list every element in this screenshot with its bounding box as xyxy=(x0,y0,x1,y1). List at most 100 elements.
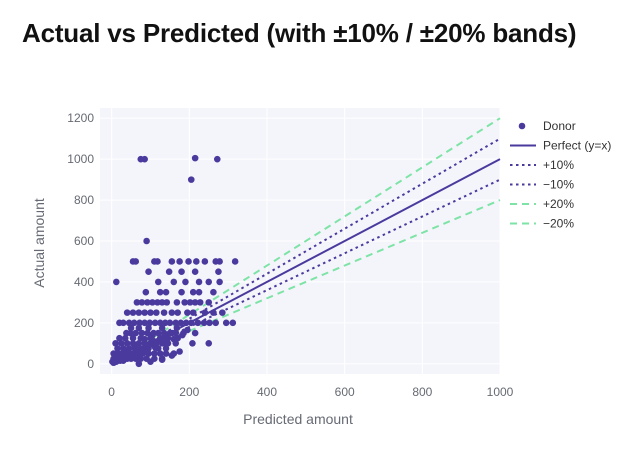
data-point xyxy=(168,352,176,359)
data-point xyxy=(118,352,125,359)
x-tick-label: 800 xyxy=(412,385,432,399)
x-tick-label: 200 xyxy=(179,385,199,399)
data-point xyxy=(173,299,181,306)
data-point xyxy=(121,334,129,342)
data-point xyxy=(147,358,154,366)
y-tick-label: 400 xyxy=(74,275,94,289)
data-point xyxy=(149,331,156,339)
x-axis-label: Predicted amount xyxy=(243,411,353,427)
data-point xyxy=(168,258,176,265)
data-point xyxy=(158,299,166,306)
data-point xyxy=(163,299,171,306)
data-point xyxy=(129,309,137,316)
data-point xyxy=(201,258,209,265)
data-point xyxy=(130,319,138,327)
data-point xyxy=(189,309,197,316)
data-point xyxy=(151,344,159,351)
data-point xyxy=(142,288,150,296)
data-point xyxy=(151,350,158,357)
data-point xyxy=(132,329,140,337)
legend-label: +20% xyxy=(543,197,574,211)
data-point xyxy=(195,288,203,296)
data-point xyxy=(138,299,146,306)
data-point xyxy=(123,340,131,347)
data-point xyxy=(160,309,168,316)
data-point xyxy=(118,340,125,347)
data-point xyxy=(136,319,143,327)
data-point xyxy=(135,309,143,316)
chart-title: Actual vs Predicted (with ±10% / ±20% ba… xyxy=(22,18,577,48)
data-point xyxy=(116,334,123,342)
data-point xyxy=(126,354,134,361)
data-point xyxy=(162,350,170,357)
data-point xyxy=(177,319,185,327)
data-point xyxy=(191,299,199,306)
data-point xyxy=(145,324,152,332)
data-point xyxy=(161,319,169,327)
data-point xyxy=(205,299,213,306)
data-point xyxy=(213,155,221,163)
legend: Donor Perfect (y=x) +10% −10% +20% −20% xyxy=(503,110,612,238)
data-point xyxy=(170,335,178,343)
data-point xyxy=(141,335,148,343)
data-point xyxy=(144,329,151,337)
data-point xyxy=(191,154,199,162)
data-point xyxy=(149,299,156,306)
y-tick-label: 200 xyxy=(74,316,94,330)
x-tick-label: 600 xyxy=(335,385,355,399)
data-point xyxy=(131,344,139,351)
data-point xyxy=(120,357,127,365)
data-point xyxy=(201,309,209,316)
data-point xyxy=(158,356,166,363)
data-point xyxy=(205,278,213,286)
data-point xyxy=(185,258,192,265)
data-point xyxy=(127,324,135,332)
data-point xyxy=(135,340,143,347)
gridlines xyxy=(100,108,501,374)
data-point xyxy=(154,299,161,306)
y-tick-label: 600 xyxy=(74,234,94,248)
data-point xyxy=(219,309,226,316)
data-point xyxy=(196,299,204,306)
data-point xyxy=(141,319,148,327)
data-point xyxy=(158,324,166,332)
data-point xyxy=(156,319,164,327)
data-point xyxy=(153,309,160,316)
data-point xyxy=(187,176,195,183)
data-point xyxy=(146,319,154,327)
legend-marker xyxy=(518,122,526,130)
data-point xyxy=(134,351,142,358)
data-point xyxy=(151,319,159,327)
data-point xyxy=(216,258,223,265)
data-point xyxy=(178,268,185,275)
data-point xyxy=(161,340,169,347)
data-point xyxy=(210,309,217,316)
x-tick-label: 1000 xyxy=(487,385,514,399)
data-point xyxy=(191,329,199,337)
data-point xyxy=(184,326,191,334)
data-point xyxy=(135,324,143,332)
data-point xyxy=(195,278,203,286)
data-point xyxy=(193,258,200,265)
data-point xyxy=(145,268,152,275)
y-tick-labels: 0 200 400 600 800 1000 1200 xyxy=(67,111,94,371)
data-point xyxy=(176,348,183,355)
y-axis-label: Actual amount xyxy=(31,198,47,288)
legend-label: Donor xyxy=(543,119,576,133)
data-point xyxy=(123,309,131,316)
y-tick-label: 800 xyxy=(74,193,94,207)
data-point xyxy=(143,237,150,245)
data-point xyxy=(191,268,199,275)
y-tick-label: 0 xyxy=(87,357,94,371)
legend-box xyxy=(503,110,612,238)
data-point xyxy=(141,155,148,163)
data-point xyxy=(166,319,174,327)
data-point xyxy=(147,309,154,316)
data-point xyxy=(194,319,202,327)
data-point xyxy=(125,319,133,327)
data-point xyxy=(168,309,176,316)
data-point xyxy=(133,299,141,306)
data-point xyxy=(173,324,181,332)
data-point xyxy=(179,331,186,339)
data-point xyxy=(210,288,217,296)
